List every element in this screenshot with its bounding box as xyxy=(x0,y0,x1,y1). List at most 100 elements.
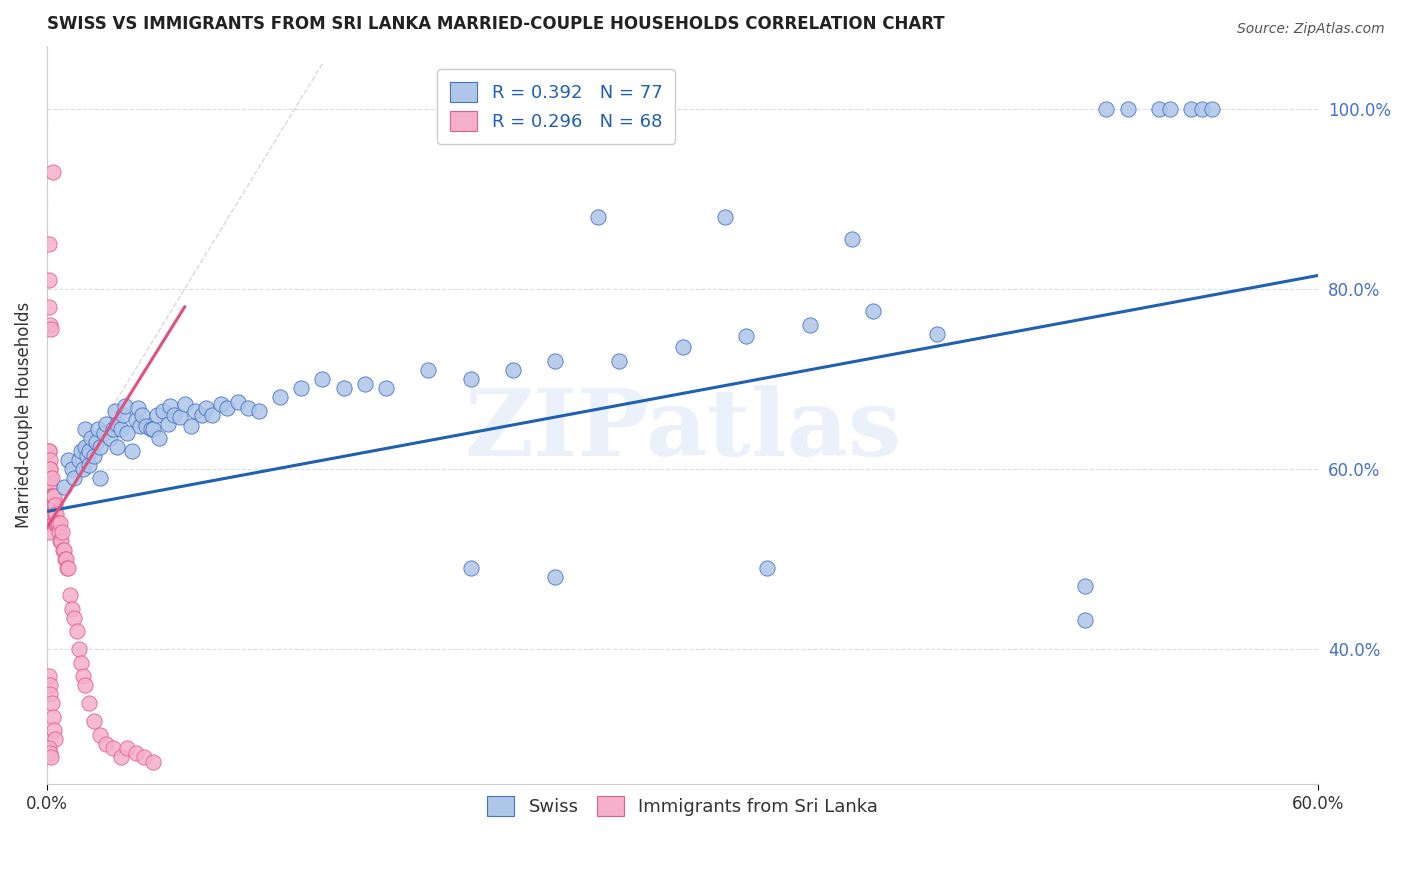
Point xyxy=(41,498,63,512)
Point xyxy=(38,489,60,503)
Point xyxy=(544,570,567,584)
Point xyxy=(209,397,232,411)
Point xyxy=(1159,102,1181,116)
Point xyxy=(77,458,100,472)
Point xyxy=(44,732,66,747)
Point xyxy=(152,403,174,417)
Point xyxy=(39,322,62,336)
Point xyxy=(41,489,63,503)
Point xyxy=(311,372,333,386)
Point xyxy=(46,516,69,531)
Point xyxy=(1074,614,1097,628)
Point xyxy=(104,403,127,417)
Point xyxy=(93,426,115,441)
Point xyxy=(1095,102,1118,116)
Point xyxy=(38,300,60,314)
Point xyxy=(38,453,60,467)
Point xyxy=(735,328,758,343)
Point xyxy=(121,444,143,458)
Point xyxy=(714,210,737,224)
Point xyxy=(56,453,79,467)
Point xyxy=(77,444,100,458)
Point xyxy=(39,462,62,476)
Point xyxy=(38,480,60,494)
Point xyxy=(39,462,62,476)
Point xyxy=(180,418,202,433)
Point xyxy=(48,525,70,540)
Point xyxy=(73,421,96,435)
Text: ZIPatlas: ZIPatlas xyxy=(464,384,901,475)
Point xyxy=(226,394,249,409)
Point xyxy=(194,401,217,415)
Point xyxy=(55,552,77,566)
Point xyxy=(117,426,139,441)
Text: SWISS VS IMMIGRANTS FROM SRI LANKA MARRIED-COUPLE HOUSEHOLDS CORRELATION CHART: SWISS VS IMMIGRANTS FROM SRI LANKA MARRI… xyxy=(46,15,945,33)
Point xyxy=(51,525,73,540)
Point xyxy=(46,516,69,531)
Point xyxy=(39,480,62,494)
Point xyxy=(841,232,863,246)
Point xyxy=(146,408,169,422)
Point xyxy=(83,714,105,729)
Point xyxy=(89,440,111,454)
Point xyxy=(39,318,62,332)
Point xyxy=(332,381,354,395)
Point xyxy=(80,431,103,445)
Point xyxy=(38,462,60,476)
Point xyxy=(38,525,60,540)
Point xyxy=(38,498,60,512)
Point xyxy=(247,403,270,417)
Point xyxy=(38,273,60,287)
Point xyxy=(67,453,90,467)
Point xyxy=(139,421,162,435)
Point xyxy=(42,498,65,512)
Point xyxy=(60,601,83,615)
Point xyxy=(49,516,72,531)
Point xyxy=(1149,102,1171,116)
Point xyxy=(38,669,60,683)
Point xyxy=(38,236,60,251)
Point xyxy=(46,516,69,531)
Point xyxy=(83,449,105,463)
Point xyxy=(41,710,63,724)
Point xyxy=(65,624,87,639)
Point xyxy=(127,401,149,415)
Point xyxy=(142,421,165,435)
Point xyxy=(39,687,62,701)
Point xyxy=(77,697,100,711)
Point xyxy=(89,728,111,742)
Point xyxy=(39,489,62,503)
Legend: Swiss, Immigrants from Sri Lanka: Swiss, Immigrants from Sri Lanka xyxy=(477,786,889,827)
Point xyxy=(42,723,65,738)
Point xyxy=(201,408,224,422)
Point xyxy=(38,444,60,458)
Point xyxy=(353,376,375,391)
Point xyxy=(63,611,86,625)
Point xyxy=(269,390,291,404)
Point xyxy=(89,471,111,485)
Point xyxy=(45,516,67,531)
Point xyxy=(112,408,135,422)
Point xyxy=(48,534,70,549)
Point xyxy=(799,318,821,332)
Point xyxy=(52,543,75,558)
Point xyxy=(163,408,186,422)
Point xyxy=(44,507,66,521)
Point xyxy=(63,471,86,485)
Point xyxy=(238,401,260,415)
Point xyxy=(418,363,440,377)
Point xyxy=(148,431,170,445)
Point xyxy=(105,417,128,431)
Point xyxy=(76,449,98,463)
Point xyxy=(87,421,110,435)
Point xyxy=(41,697,63,711)
Point xyxy=(125,746,148,760)
Point xyxy=(38,489,60,503)
Point xyxy=(169,409,191,424)
Point xyxy=(1074,579,1097,593)
Point xyxy=(862,304,884,318)
Point xyxy=(42,516,65,531)
Point xyxy=(925,326,948,341)
Point xyxy=(38,471,60,485)
Point xyxy=(756,561,779,575)
